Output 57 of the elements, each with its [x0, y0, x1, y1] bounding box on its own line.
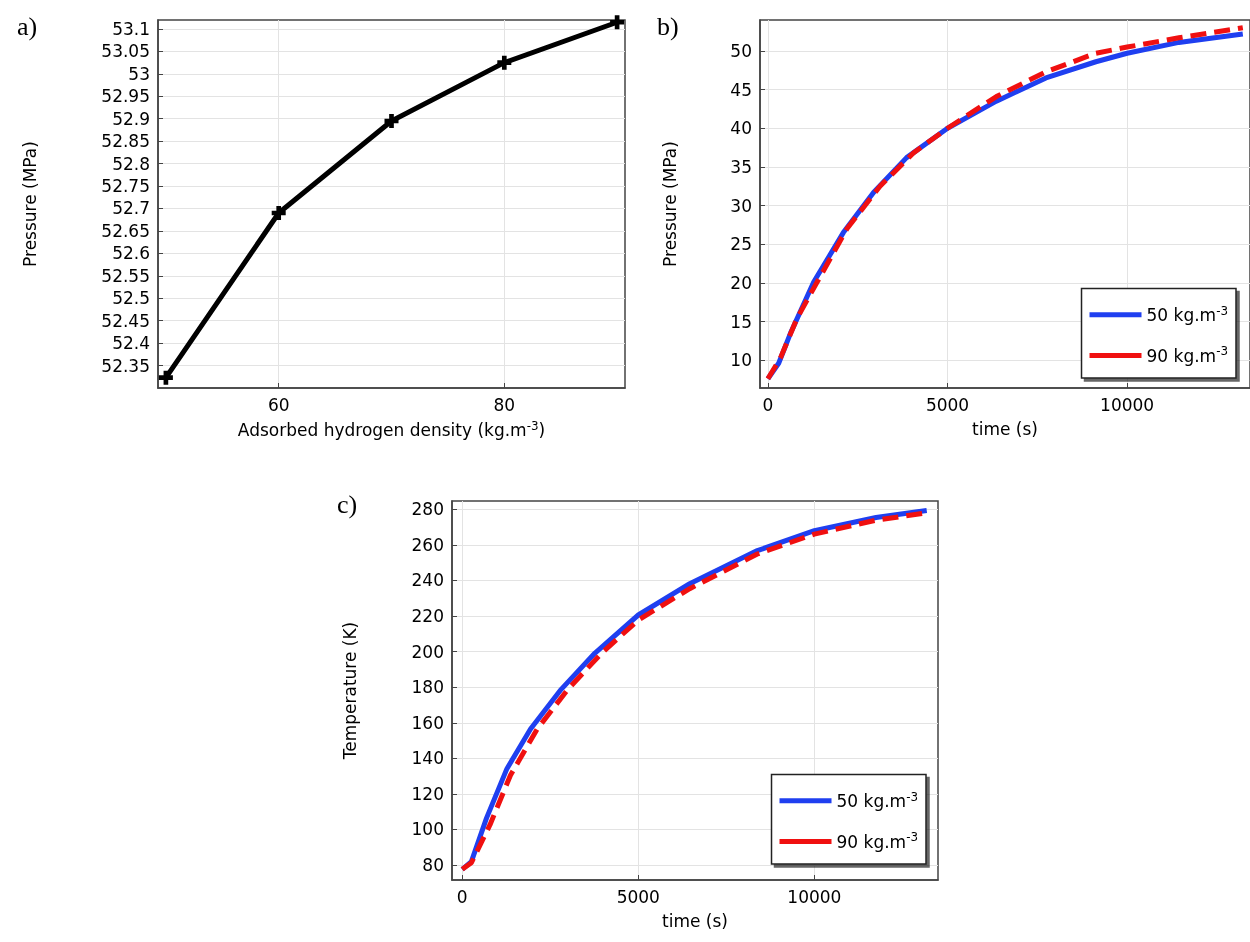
- y-tick-label: 52.55: [101, 265, 150, 286]
- y-tick-label: 100: [411, 819, 444, 840]
- y-tick-label: 40: [730, 118, 752, 139]
- y-tick-label: 52.95: [101, 86, 150, 107]
- y-tick-label: 52.65: [101, 220, 150, 241]
- y-tick-label: 280: [411, 499, 444, 520]
- x-tick-label: 5000: [616, 886, 660, 907]
- y-tick-label: 53: [128, 63, 150, 84]
- x-tick-label: 10000: [1100, 394, 1155, 415]
- y-tick-label: 52.7: [112, 198, 150, 219]
- y-tick-label: 30: [730, 195, 752, 216]
- y-axis-title: Temperature (K): [339, 621, 360, 761]
- y-tick-label: 260: [411, 534, 444, 555]
- y-tick-label: 52.45: [101, 310, 150, 331]
- y-tick-label: 52.85: [101, 131, 150, 152]
- y-tick-label: 10: [730, 350, 752, 371]
- y-tick-label: 240: [411, 570, 444, 591]
- point: [158, 370, 173, 385]
- y-axis-title: Pressure (MPa): [659, 141, 680, 267]
- y-tick-label: 80: [422, 855, 444, 876]
- chart-title: c): [337, 489, 358, 519]
- point: [271, 205, 286, 220]
- y-tick-label: 52.9: [112, 108, 150, 129]
- y-tick-label: 120: [411, 783, 444, 804]
- y-tick-label: 25: [730, 234, 752, 255]
- point: [384, 113, 399, 128]
- x-tick-label: 80: [493, 394, 516, 415]
- chart-title: b): [657, 11, 679, 41]
- y-axis-title: Pressure (MPa): [19, 141, 40, 267]
- x-tick-label: 10000: [787, 886, 842, 907]
- y-tick-label: 52.4: [112, 333, 150, 354]
- chart-title: a): [17, 11, 38, 41]
- y-tick-label: 52.5: [112, 288, 150, 309]
- y-tick-label: 52.8: [112, 153, 150, 174]
- y-tick-label: 35: [730, 156, 752, 177]
- x-tick-label: 0: [456, 886, 468, 907]
- point: [497, 55, 512, 70]
- point: [610, 15, 625, 30]
- y-tick-label: 140: [411, 748, 444, 769]
- x-axis-title: time (s): [972, 418, 1038, 439]
- y-tick-label: 220: [411, 606, 444, 627]
- y-tick-label: 53.1: [112, 18, 150, 39]
- y-tick-label: 20: [730, 272, 752, 293]
- y-tick-label: 160: [411, 712, 444, 733]
- y-tick-label: 15: [730, 311, 752, 332]
- y-tick-label: 52.75: [101, 176, 150, 197]
- x-tick-label: 0: [762, 394, 774, 415]
- y-tick-label: 52.6: [112, 243, 150, 264]
- y-tick-label: 53.05: [101, 41, 150, 62]
- x-tick-label: 5000: [925, 394, 970, 415]
- y-tick-label: 50: [730, 40, 752, 61]
- y-tick-label: 45: [730, 79, 752, 100]
- x-axis-title: time (s): [662, 910, 728, 931]
- x-tick-label: 60: [267, 394, 290, 415]
- y-tick-label: 52.35: [101, 355, 150, 376]
- y-tick-label: 180: [411, 677, 444, 698]
- y-tick-label: 200: [411, 641, 444, 662]
